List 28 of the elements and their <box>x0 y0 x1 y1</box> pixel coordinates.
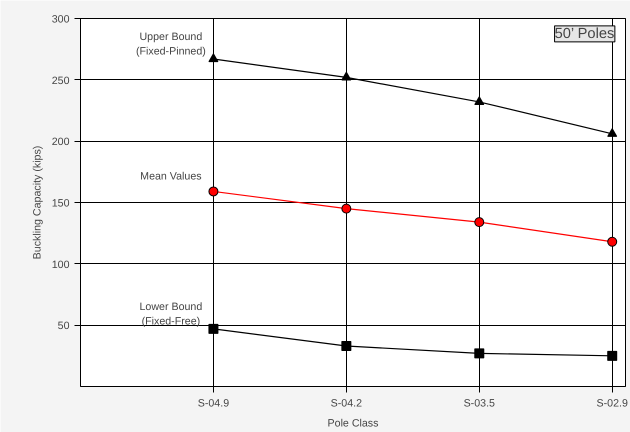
x-tick-label: S-03.5 <box>464 398 496 410</box>
point <box>607 236 618 247</box>
x-axis-title: Pole Class <box>328 418 378 430</box>
point <box>474 348 484 358</box>
point <box>607 350 618 361</box>
point <box>474 217 484 228</box>
point <box>341 341 352 352</box>
point <box>341 204 352 214</box>
y-tick-label: 50 <box>58 320 70 332</box>
point <box>208 53 218 62</box>
series-label: Lower Bound (Fixed-Free) <box>139 300 202 328</box>
y-tick-label: 100 <box>52 258 70 271</box>
point <box>208 324 218 334</box>
point <box>474 96 484 106</box>
series-label: Mean Values <box>140 170 202 183</box>
point <box>607 128 618 137</box>
y-tick-label: 150 <box>52 198 70 210</box>
x-tick-label: S-04.9 <box>198 398 230 410</box>
series-label: Upper Bound (Fixed-Pinned) <box>136 31 206 58</box>
y-tick-label: 300 <box>52 14 70 26</box>
point <box>208 186 218 196</box>
point <box>341 72 352 80</box>
y-tick-label: 250 <box>52 74 70 87</box>
annotation: 50’ Poles <box>554 26 614 42</box>
y-tick-label: 200 <box>52 136 70 148</box>
y-axis-title: Buckling Capacity (kips) <box>32 146 44 260</box>
x-tick-label: S-04.2 <box>330 398 362 410</box>
x-tick-label: S-02.9 <box>596 398 628 410</box>
